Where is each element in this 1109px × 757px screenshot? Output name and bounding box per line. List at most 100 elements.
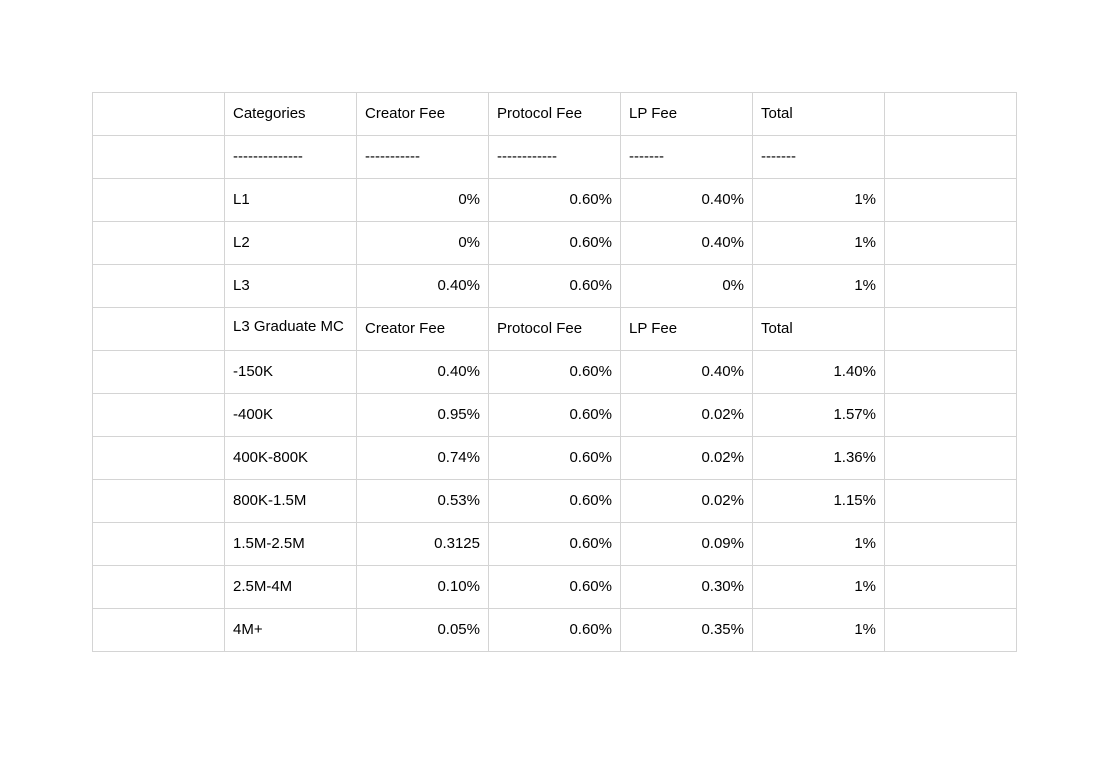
separator-cell[interactable]: ------- xyxy=(752,135,885,179)
table-row: -150K 0.40% 0.60% 0.40% 1.40% xyxy=(92,350,1017,394)
header-lp-fee[interactable]: LP Fee xyxy=(620,307,753,351)
lp-fee-cell[interactable]: 0.40% xyxy=(620,221,753,265)
empty-cell[interactable] xyxy=(92,436,225,480)
header-protocol-fee[interactable]: Protocol Fee xyxy=(488,92,621,136)
total-cell[interactable]: 1.15% xyxy=(752,479,885,523)
range-cell[interactable]: 4M+ xyxy=(224,608,357,652)
header-categories[interactable]: Categories xyxy=(224,92,357,136)
empty-cell[interactable] xyxy=(92,178,225,222)
table-separator-row: -------------- ----------- ------------ … xyxy=(92,135,1017,179)
empty-cell[interactable] xyxy=(884,522,1017,566)
table-row: L2 0% 0.60% 0.40% 1% xyxy=(92,221,1017,265)
header-graduate-mc[interactable]: L3 Graduate MC xyxy=(224,307,357,351)
empty-cell[interactable] xyxy=(92,221,225,265)
empty-cell[interactable] xyxy=(92,350,225,394)
total-cell[interactable]: 1% xyxy=(752,264,885,308)
empty-cell[interactable] xyxy=(92,135,225,179)
category-cell[interactable]: L3 xyxy=(224,264,357,308)
lp-fee-cell[interactable]: 0.40% xyxy=(620,350,753,394)
protocol-fee-cell[interactable]: 0.60% xyxy=(488,221,621,265)
total-cell[interactable]: 1.40% xyxy=(752,350,885,394)
empty-cell[interactable] xyxy=(884,393,1017,437)
lp-fee-cell[interactable]: 0.40% xyxy=(620,178,753,222)
protocol-fee-cell[interactable]: 0.60% xyxy=(488,522,621,566)
category-cell[interactable]: L1 xyxy=(224,178,357,222)
empty-cell[interactable] xyxy=(92,522,225,566)
protocol-fee-cell[interactable]: 0.60% xyxy=(488,565,621,609)
header-creator-fee[interactable]: Creator Fee xyxy=(356,92,489,136)
category-cell[interactable]: L2 xyxy=(224,221,357,265)
header-creator-fee[interactable]: Creator Fee xyxy=(356,307,489,351)
creator-fee-cell[interactable]: 0.74% xyxy=(356,436,489,480)
separator-cell[interactable]: ----------- xyxy=(356,135,489,179)
table-header-row: Categories Creator Fee Protocol Fee LP F… xyxy=(92,92,1017,136)
empty-cell[interactable] xyxy=(92,264,225,308)
protocol-fee-cell[interactable]: 0.60% xyxy=(488,436,621,480)
separator-cell[interactable]: -------------- xyxy=(224,135,357,179)
empty-cell[interactable] xyxy=(884,307,1017,351)
separator-cell[interactable]: ------------ xyxy=(488,135,621,179)
empty-cell[interactable] xyxy=(92,307,225,351)
range-cell[interactable]: 400K-800K xyxy=(224,436,357,480)
creator-fee-cell[interactable]: 0.95% xyxy=(356,393,489,437)
table-row: -400K 0.95% 0.60% 0.02% 1.57% xyxy=(92,393,1017,437)
empty-cell[interactable] xyxy=(884,479,1017,523)
range-cell[interactable]: 2.5M-4M xyxy=(224,565,357,609)
protocol-fee-cell[interactable]: 0.60% xyxy=(488,350,621,394)
header-lp-fee[interactable]: LP Fee xyxy=(620,92,753,136)
empty-cell[interactable] xyxy=(884,264,1017,308)
total-cell[interactable]: 1.36% xyxy=(752,436,885,480)
total-cell[interactable]: 1% xyxy=(752,608,885,652)
creator-fee-cell[interactable]: 0% xyxy=(356,221,489,265)
creator-fee-cell[interactable]: 0% xyxy=(356,178,489,222)
total-cell[interactable]: 1% xyxy=(752,565,885,609)
lp-fee-cell[interactable]: 0.30% xyxy=(620,565,753,609)
total-cell[interactable]: 1.57% xyxy=(752,393,885,437)
fee-table: Categories Creator Fee Protocol Fee LP F… xyxy=(92,92,1017,652)
empty-cell[interactable] xyxy=(884,178,1017,222)
protocol-fee-cell[interactable]: 0.60% xyxy=(488,393,621,437)
table-row: L1 0% 0.60% 0.40% 1% xyxy=(92,178,1017,222)
total-cell[interactable]: 1% xyxy=(752,522,885,566)
lp-fee-cell[interactable]: 0.02% xyxy=(620,436,753,480)
empty-cell[interactable] xyxy=(884,608,1017,652)
creator-fee-cell[interactable]: 0.10% xyxy=(356,565,489,609)
protocol-fee-cell[interactable]: 0.60% xyxy=(488,479,621,523)
creator-fee-cell[interactable]: 0.05% xyxy=(356,608,489,652)
empty-cell[interactable] xyxy=(884,436,1017,480)
table-row: 4M+ 0.05% 0.60% 0.35% 1% xyxy=(92,608,1017,652)
header-protocol-fee[interactable]: Protocol Fee xyxy=(488,307,621,351)
lp-fee-cell[interactable]: 0% xyxy=(620,264,753,308)
range-cell[interactable]: 800K-1.5M xyxy=(224,479,357,523)
lp-fee-cell[interactable]: 0.09% xyxy=(620,522,753,566)
header-total[interactable]: Total xyxy=(752,92,885,136)
creator-fee-cell[interactable]: 0.40% xyxy=(356,350,489,394)
lp-fee-cell[interactable]: 0.02% xyxy=(620,479,753,523)
range-cell[interactable]: -400K xyxy=(224,393,357,437)
protocol-fee-cell[interactable]: 0.60% xyxy=(488,264,621,308)
range-cell[interactable]: 1.5M-2.5M xyxy=(224,522,357,566)
lp-fee-cell[interactable]: 0.02% xyxy=(620,393,753,437)
creator-fee-cell[interactable]: 0.53% xyxy=(356,479,489,523)
lp-fee-cell[interactable]: 0.35% xyxy=(620,608,753,652)
empty-cell[interactable] xyxy=(884,92,1017,136)
empty-cell[interactable] xyxy=(884,221,1017,265)
empty-cell[interactable] xyxy=(92,565,225,609)
separator-cell[interactable]: ------- xyxy=(620,135,753,179)
range-cell[interactable]: -150K xyxy=(224,350,357,394)
table-row: 800K-1.5M 0.53% 0.60% 0.02% 1.15% xyxy=(92,479,1017,523)
empty-cell[interactable] xyxy=(884,350,1017,394)
total-cell[interactable]: 1% xyxy=(752,221,885,265)
protocol-fee-cell[interactable]: 0.60% xyxy=(488,608,621,652)
empty-cell[interactable] xyxy=(92,393,225,437)
header-total[interactable]: Total xyxy=(752,307,885,351)
empty-cell[interactable] xyxy=(92,479,225,523)
creator-fee-cell[interactable]: 0.3125 xyxy=(356,522,489,566)
total-cell[interactable]: 1% xyxy=(752,178,885,222)
protocol-fee-cell[interactable]: 0.60% xyxy=(488,178,621,222)
empty-cell[interactable] xyxy=(884,135,1017,179)
empty-cell[interactable] xyxy=(92,92,225,136)
creator-fee-cell[interactable]: 0.40% xyxy=(356,264,489,308)
empty-cell[interactable] xyxy=(92,608,225,652)
empty-cell[interactable] xyxy=(884,565,1017,609)
